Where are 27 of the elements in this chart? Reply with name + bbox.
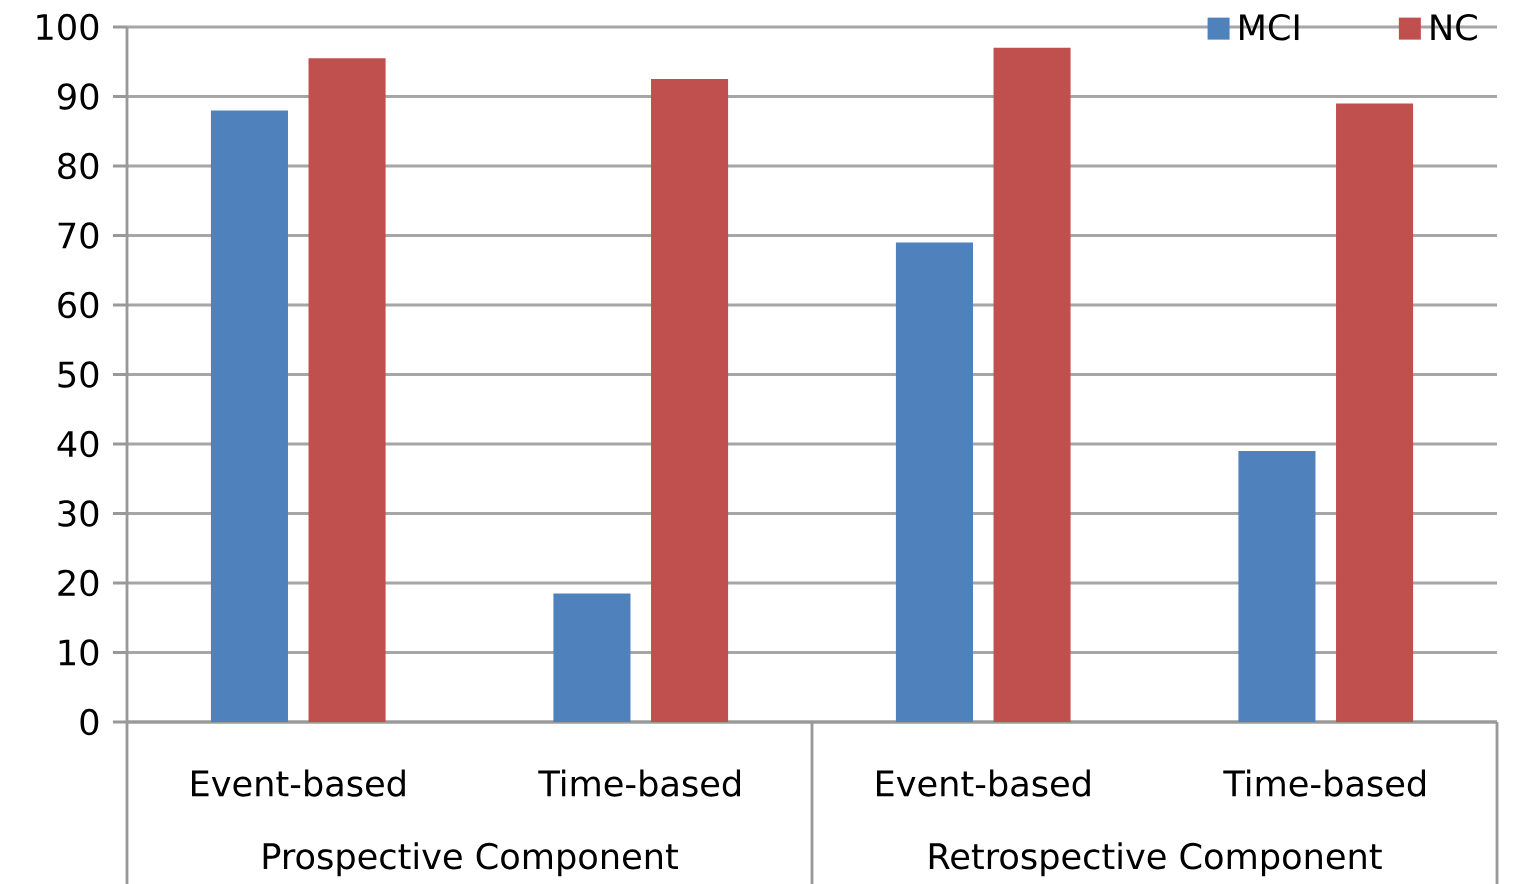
text: Prospective Component bbox=[263, 842, 678, 877]
y-tick-label: 100 bbox=[37, 13, 99, 41]
x-tick-label: Event-based bbox=[877, 769, 1090, 797]
y-tick-label: 10 bbox=[59, 639, 99, 666]
bar bbox=[895, 242, 973, 722]
y-tick-label: 30 bbox=[58, 500, 99, 527]
text: Retrospective Component bbox=[929, 842, 1382, 877]
x-tick-label: Event-based bbox=[192, 769, 405, 797]
bar bbox=[308, 58, 386, 722]
bar bbox=[1336, 103, 1414, 722]
x-tick-label: Time-based bbox=[1223, 769, 1425, 797]
x-tick-label: Time-based bbox=[538, 769, 740, 797]
bar bbox=[1238, 450, 1316, 722]
bar bbox=[210, 110, 288, 722]
legend-label: NC bbox=[1431, 13, 1477, 41]
bar bbox=[993, 47, 1071, 722]
y-tick-label: 0 bbox=[80, 708, 99, 736]
y-tick-label: 80 bbox=[58, 152, 99, 180]
bar bbox=[553, 593, 631, 722]
y-tick-label: 20 bbox=[58, 569, 99, 597]
y-tick-label: 40 bbox=[57, 430, 99, 458]
y-tick-label: 50 bbox=[58, 361, 99, 388]
y-tick-label: 70 bbox=[58, 222, 99, 249]
y-tick-label: 60 bbox=[58, 291, 99, 319]
bar bbox=[651, 79, 729, 722]
legend-label: MCI bbox=[1240, 13, 1299, 41]
y-tick-label: 90 bbox=[58, 83, 99, 110]
